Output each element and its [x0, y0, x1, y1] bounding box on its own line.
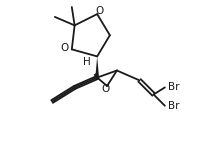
Text: O: O — [96, 6, 104, 16]
Text: H: H — [83, 57, 90, 67]
Text: O: O — [102, 84, 110, 94]
Text: Br: Br — [168, 82, 179, 92]
Text: Br: Br — [168, 101, 179, 111]
Text: O: O — [61, 43, 69, 53]
Polygon shape — [95, 56, 99, 78]
